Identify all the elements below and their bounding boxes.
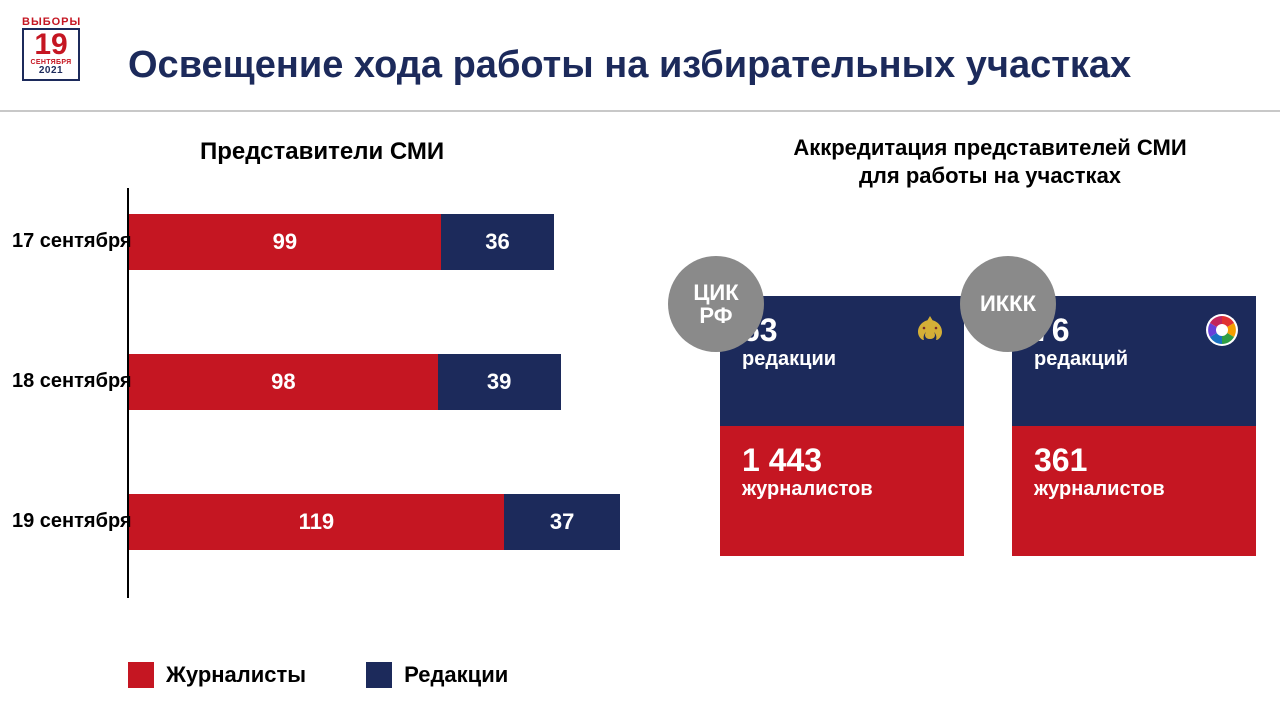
card-emblem bbox=[1202, 310, 1242, 350]
bar-row-label: 19 сентября bbox=[12, 510, 132, 533]
legend-item: Редакции bbox=[366, 662, 508, 688]
card-bottom-number: 361 bbox=[1034, 444, 1256, 476]
bar-row: 9936 bbox=[129, 214, 554, 270]
accreditation-title: Аккредитация представителей СМИ для рабо… bbox=[780, 134, 1200, 189]
card-top-label: редакции bbox=[742, 348, 964, 371]
bar-segment-journalists: 98 bbox=[129, 354, 438, 410]
bar-segment-editorial: 37 bbox=[504, 494, 621, 550]
legend-item: Журналисты bbox=[128, 662, 306, 688]
card-badge: ИККК bbox=[960, 256, 1056, 352]
election-logo: ВЫБОРЫ 19 СЕНТЯБРЯ 2021 bbox=[22, 16, 80, 81]
logo-box: 19 СЕНТЯБРЯ 2021 bbox=[22, 28, 80, 81]
card-badge: ЦИКРФ bbox=[668, 256, 764, 352]
bar-segment-editorial: 39 bbox=[438, 354, 561, 410]
chart-title: Представители СМИ bbox=[200, 138, 444, 166]
card-bottom: 1 443журналистов bbox=[720, 426, 964, 556]
logo-top-text: ВЫБОРЫ bbox=[22, 16, 80, 28]
emblem-wheel-icon bbox=[1202, 310, 1242, 350]
title-underline bbox=[0, 110, 1280, 112]
bar-segment-editorial: 36 bbox=[441, 214, 554, 270]
logo-number: 19 bbox=[26, 32, 76, 58]
card-top-label: редакций bbox=[1034, 348, 1256, 371]
card-bottom-label: журналистов bbox=[742, 478, 964, 501]
bar-row: 11937 bbox=[129, 494, 620, 550]
logo-year: 2021 bbox=[26, 66, 76, 76]
bar-row-label: 17 сентября bbox=[12, 230, 132, 253]
accreditation-card: 76редакций361журналистовИККК bbox=[1012, 296, 1256, 556]
page: ВЫБОРЫ 19 СЕНТЯБРЯ 2021 Освещение хода р… bbox=[0, 0, 1280, 720]
card-emblem bbox=[910, 310, 950, 350]
bar-row: 9839 bbox=[129, 354, 561, 410]
bar-row-label: 18 сентября bbox=[12, 370, 132, 393]
legend-label: Журналисты bbox=[166, 662, 306, 688]
card-bottom: 361журналистов bbox=[1012, 426, 1256, 556]
card-bottom-label: журналистов bbox=[1034, 478, 1256, 501]
page-title: Освещение хода работы на избирательных у… bbox=[128, 44, 1131, 87]
legend-swatch bbox=[128, 662, 154, 688]
bar-segment-journalists: 119 bbox=[129, 494, 504, 550]
emblem-eagle-icon bbox=[910, 310, 950, 350]
legend-swatch bbox=[366, 662, 392, 688]
card-bottom-number: 1 443 bbox=[742, 444, 964, 476]
legend-label: Редакции bbox=[404, 662, 508, 688]
bar-segment-journalists: 99 bbox=[129, 214, 441, 270]
accreditation-card: 63редакции1 443журналистовЦИКРФ bbox=[720, 296, 964, 556]
legend: Журналисты Редакции bbox=[128, 662, 508, 688]
